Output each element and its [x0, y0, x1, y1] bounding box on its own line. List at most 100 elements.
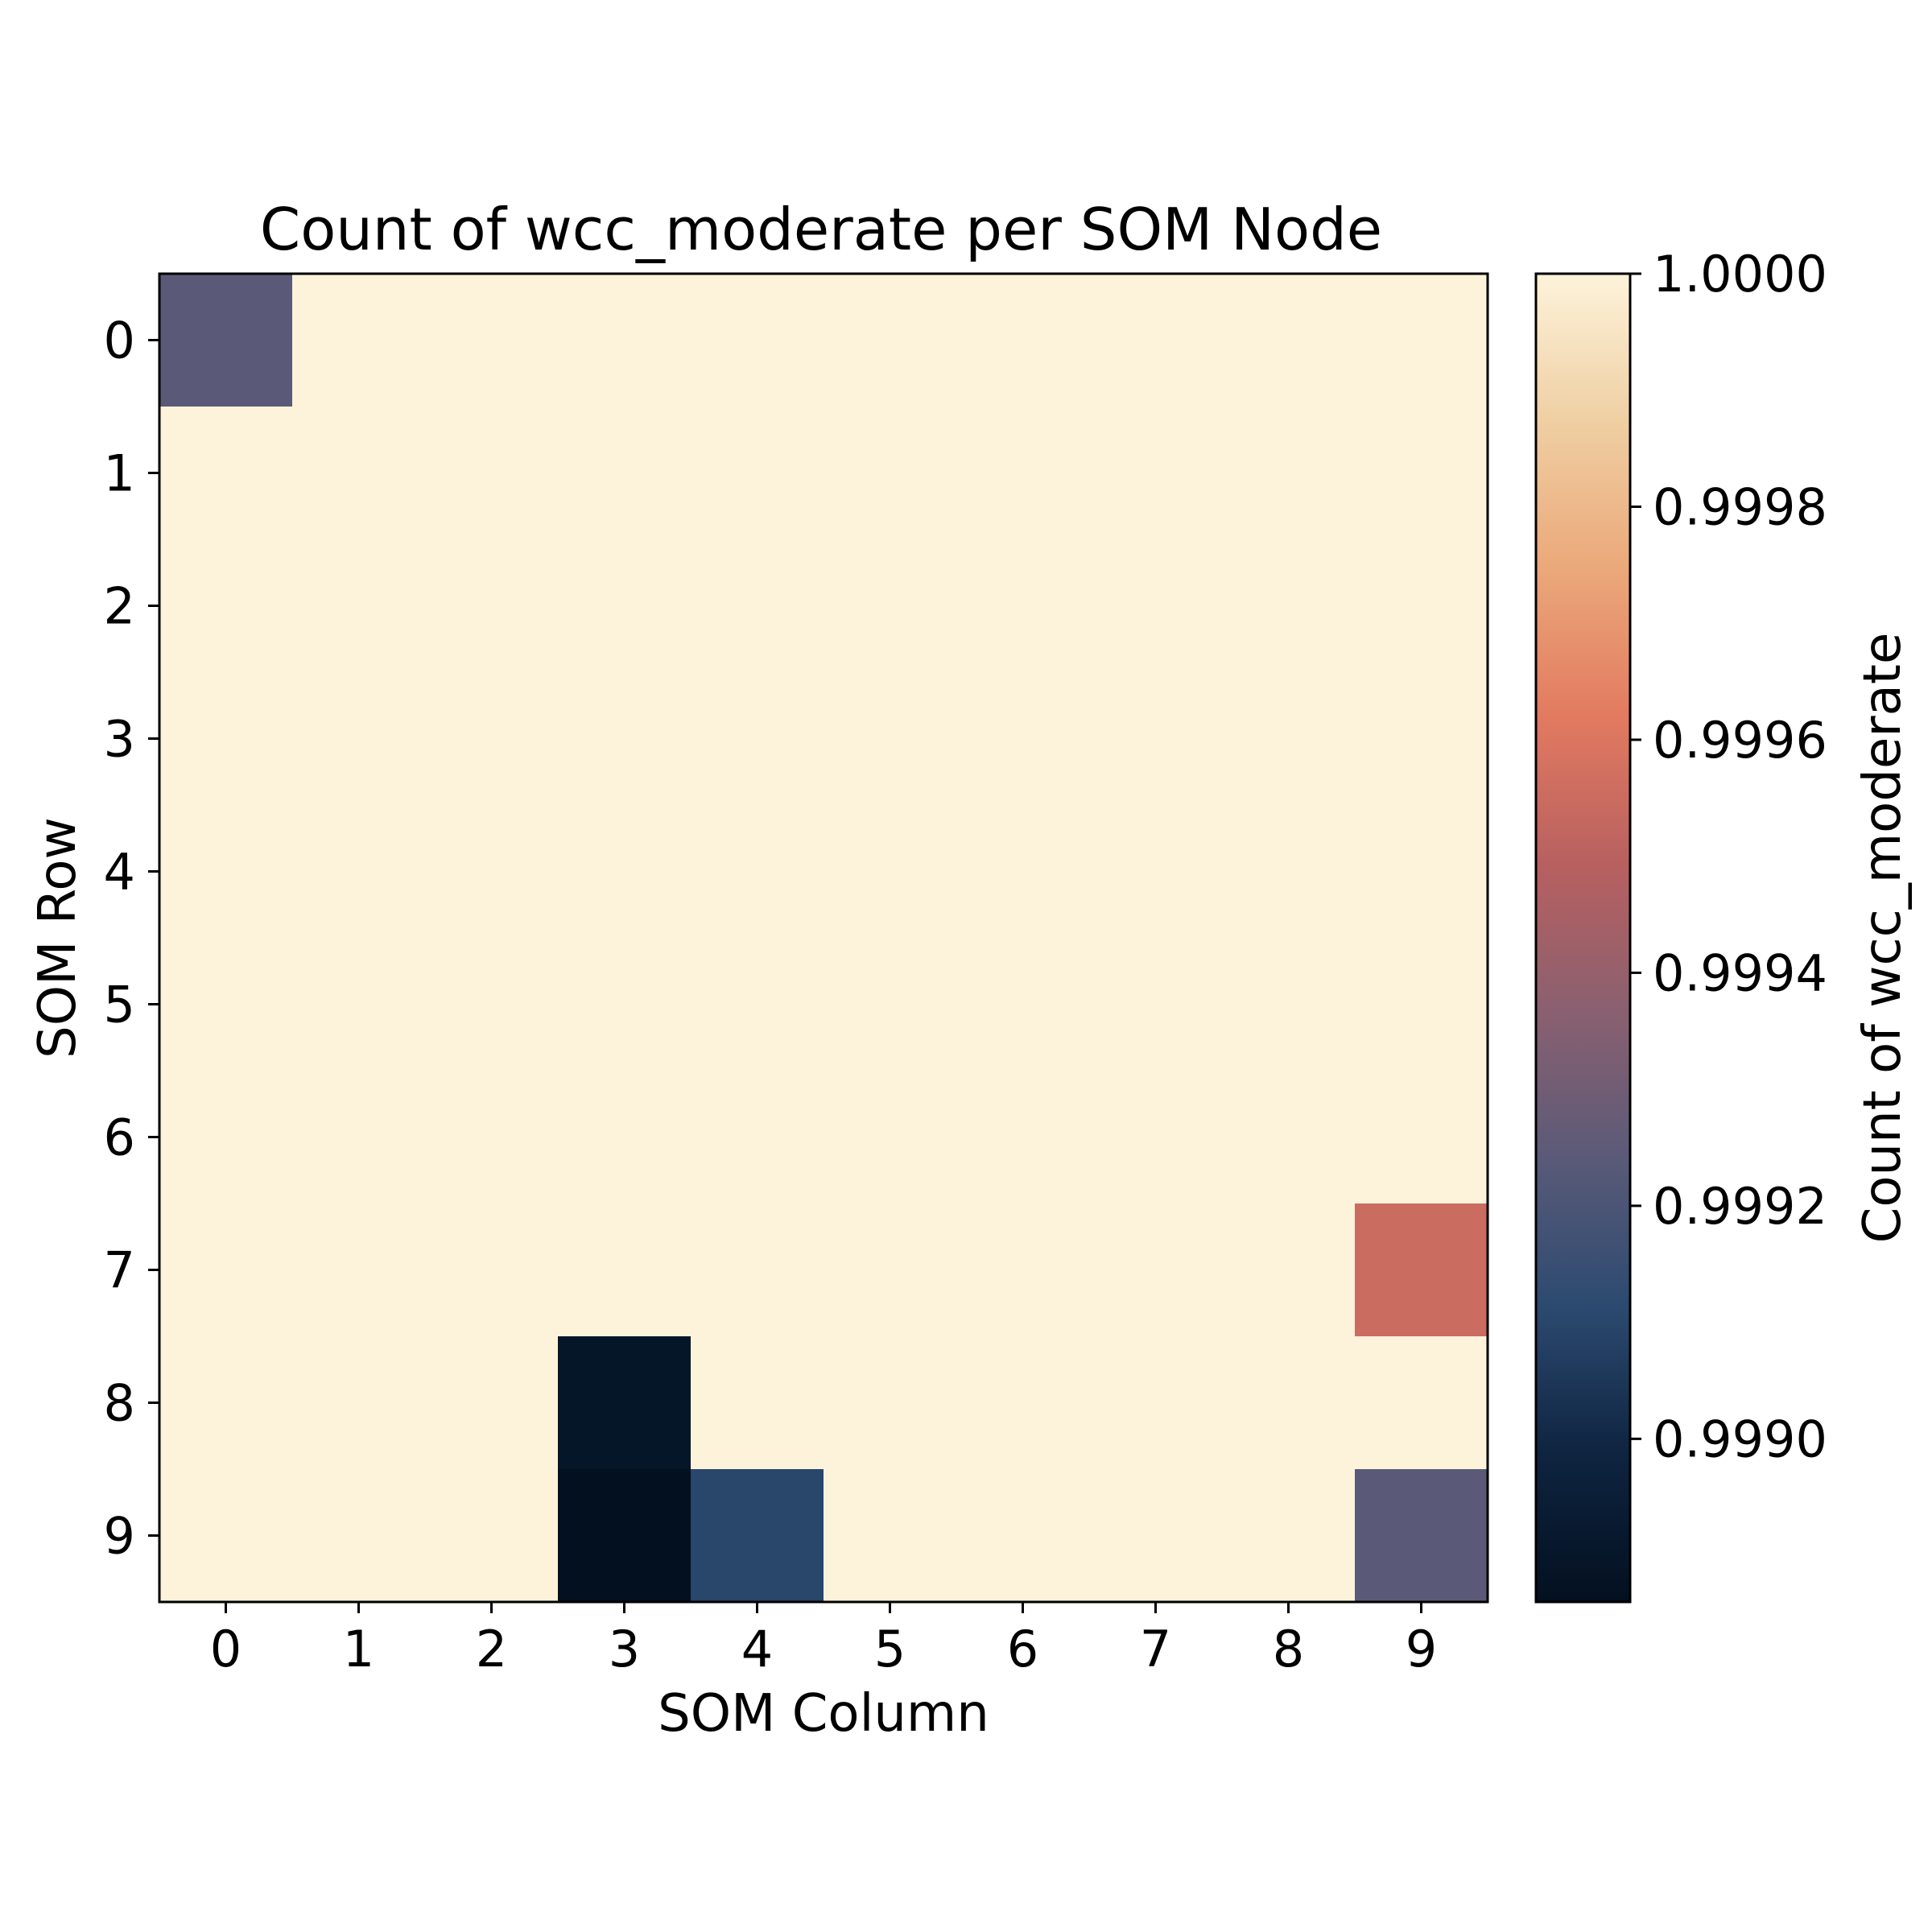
heatmap-cell — [824, 274, 957, 407]
heatmap-cell — [425, 1071, 559, 1204]
heatmap-cell — [292, 1071, 426, 1204]
heatmap-cell — [1222, 805, 1356, 939]
heatmap-cell — [292, 1336, 426, 1470]
heatmap-cell — [558, 1336, 691, 1470]
heatmap-cell — [159, 1071, 293, 1204]
heatmap-cell — [292, 805, 426, 939]
colorbar-tick-label: 0.9994 — [1653, 943, 1827, 1002]
heatmap-cell — [691, 938, 824, 1071]
y-tick-label: 2 — [104, 577, 135, 636]
heatmap-cell — [956, 805, 1090, 939]
heatmap-cell — [1222, 672, 1356, 806]
y-axis-label: SOM Row — [28, 817, 88, 1059]
colorbar-ticks: 0.9990 0.9992 0.9994 0.9996 0.9998 1.0000 — [1630, 245, 1827, 1468]
heatmap-cell — [691, 1336, 824, 1470]
heatmap-cell — [1355, 672, 1488, 806]
y-tick-label: 3 — [104, 710, 135, 769]
heatmap-cell — [1089, 805, 1223, 939]
heatmap-cell — [956, 274, 1090, 407]
colorbar-tick-label: 1.0000 — [1653, 245, 1827, 303]
heatmap-cell — [292, 407, 426, 540]
heatmap-cell — [159, 938, 293, 1071]
heatmap-cell — [1222, 938, 1356, 1071]
heatmap-cell — [558, 1203, 691, 1337]
heatmap-cell — [292, 1469, 426, 1603]
heatmap-cell — [1355, 1336, 1488, 1470]
heatmap-cell — [1222, 1336, 1356, 1470]
heatmap-cell — [425, 938, 559, 1071]
heatmap-cell — [1222, 1203, 1356, 1337]
y-tick-label: 7 — [104, 1241, 135, 1300]
heatmap-cell — [159, 1336, 293, 1470]
heatmap-cell — [425, 1336, 559, 1470]
heatmap-cell — [159, 407, 293, 540]
heatmap-cell — [159, 539, 293, 673]
heatmap-cell — [425, 672, 559, 806]
heatmap-cell — [1089, 672, 1223, 806]
y-tick-label: 0 — [104, 312, 135, 370]
x-tick-label: 5 — [874, 1620, 906, 1678]
heatmap-cell — [691, 274, 824, 407]
heatmap-cell — [824, 672, 957, 806]
heatmap-cell — [824, 805, 957, 939]
heatmap-cell — [1089, 938, 1223, 1071]
heatmap-cell — [159, 1469, 293, 1603]
x-tick-label: 1 — [343, 1620, 374, 1678]
heatmap-cell — [292, 539, 426, 673]
heatmap-cell — [1355, 407, 1488, 540]
heatmap-cell — [159, 1203, 293, 1337]
heatmap-cell — [1089, 1469, 1223, 1603]
heatmap-cell — [824, 938, 957, 1071]
heatmap-cell — [558, 407, 691, 540]
y-tick-label: 5 — [104, 976, 135, 1034]
heatmap-cell — [956, 1203, 1090, 1337]
colorbar-tick-label: 0.9990 — [1653, 1410, 1827, 1468]
heatmap-cell — [1355, 274, 1488, 407]
heatmap-cell — [1089, 1203, 1223, 1337]
colorbar-tick-label: 0.9996 — [1653, 711, 1827, 770]
x-tick-label: 3 — [609, 1620, 640, 1678]
x-axis-label: SOM Column — [658, 1684, 989, 1744]
heatmap-cell — [1222, 407, 1356, 540]
heatmap-cell — [159, 672, 293, 806]
heatmap-cell — [956, 1469, 1090, 1603]
heatmap-cell — [425, 274, 559, 407]
heatmap-cell — [824, 407, 957, 540]
heatmap-cell — [1355, 805, 1488, 939]
heatmap-cell — [1222, 274, 1356, 407]
heatmap-cell — [425, 1203, 559, 1337]
heatmap-cell — [824, 1071, 957, 1204]
y-tick-label: 8 — [104, 1374, 135, 1433]
heatmap-cell — [691, 672, 824, 806]
heatmap-cell — [558, 672, 691, 806]
heatmap-cell — [956, 1336, 1090, 1470]
x-tick-label: 6 — [1007, 1620, 1038, 1678]
heatmap-cell — [691, 407, 824, 540]
heatmap-cell — [824, 539, 957, 673]
heatmap-cell — [425, 407, 559, 540]
heatmap-cell — [1355, 938, 1488, 1071]
colorbar-label: Count of wcc_moderate — [1853, 633, 1913, 1244]
heatmap-cell — [691, 805, 824, 939]
heatmap-cell — [691, 1071, 824, 1204]
heatmap-cell — [159, 805, 293, 939]
heatmap-cell — [1089, 539, 1223, 673]
heatmap-cell — [1355, 1071, 1488, 1204]
heatmap-cell — [292, 274, 426, 407]
heatmap-cell — [292, 672, 426, 806]
heatmap-cell — [691, 539, 824, 673]
heatmap-cell — [558, 805, 691, 939]
heatmap-cell — [292, 938, 426, 1071]
heatmap-cell — [691, 1203, 824, 1337]
heatmap-cell — [558, 274, 691, 407]
heatmap-cell — [1089, 407, 1223, 540]
heatmap-cell — [159, 274, 293, 407]
heatmap-cell — [824, 1336, 957, 1470]
heatmap-cell — [956, 672, 1090, 806]
colorbar-tick-label: 0.9992 — [1653, 1177, 1827, 1236]
chart-title: Count of wcc_moderate per SOM Node — [260, 196, 1382, 263]
y-axis-ticks: 0 1 2 3 4 5 6 7 8 9 — [104, 312, 159, 1566]
heatmap-cell — [558, 1071, 691, 1204]
x-tick-label: 9 — [1406, 1620, 1437, 1678]
